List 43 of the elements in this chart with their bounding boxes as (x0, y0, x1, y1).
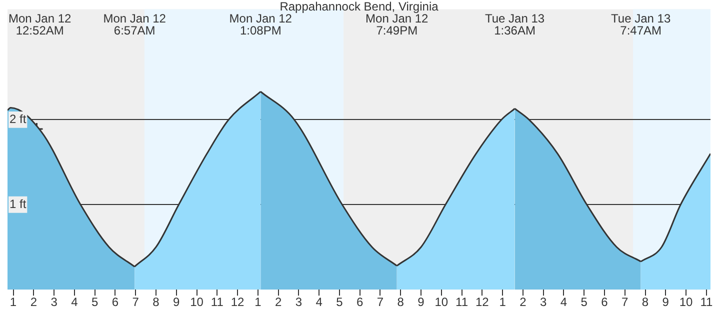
x-tick-label: 5 (336, 295, 344, 310)
x-tick-label: 3 (540, 295, 547, 310)
x-tick-label: 4 (560, 295, 568, 310)
chart-title: Rappahannock Bend, Virginia (280, 0, 439, 14)
x-tick-label: 2 (520, 295, 527, 310)
annotation: Mon Jan 12 1:08PM (229, 11, 292, 38)
x-tick-label: 6 (356, 295, 364, 310)
x-tick-label: 6 (112, 295, 119, 310)
x-tick-label: 8 (397, 295, 404, 310)
x-tick-label: 1 (10, 295, 17, 310)
annotation: Tue Jan 13 1:36AM (484, 11, 545, 38)
x-tick-label: 9 (418, 295, 425, 310)
x-tick-label: 4 (316, 295, 323, 310)
annotation: Tue Jan 13 7:47AM (611, 11, 671, 38)
x-tick-label: 2 (30, 295, 38, 310)
y-tick-label: 1 ft (10, 196, 27, 211)
x-tick-label: 12 (230, 295, 245, 310)
x-tick-label: 10 (434, 295, 448, 310)
x-tick-label: 3 (295, 295, 302, 310)
x-tick-label: 9 (662, 295, 670, 310)
x-tick-label: 11 (210, 295, 224, 310)
x-tick-label: 11 (456, 295, 468, 310)
x-tick-label: 4 (71, 295, 78, 310)
x-tick-label: 12 (475, 295, 490, 310)
x-tick-label: 5 (91, 295, 98, 310)
x-tick-label: 7 (376, 295, 384, 310)
annotation: Mon Jan 12 6:57AM (103, 11, 166, 38)
x-tick-label: 7 (132, 295, 140, 310)
x-tick-label: 1 (254, 295, 262, 310)
x-tick-label: 7 (622, 295, 629, 310)
x-tick-label: 10 (679, 295, 694, 310)
x-tick-label: 11 (700, 295, 713, 310)
x-tick-label: 9 (173, 295, 180, 310)
x-tick-label: 10 (190, 295, 204, 310)
x-tick-label: 3 (50, 295, 58, 310)
y-tick-label: 2 ft (10, 112, 27, 126)
x-tick-label: 8 (152, 295, 160, 310)
x-tick-label: 5 (580, 295, 588, 310)
annotation: Mon Jan 12 12:52AM (8, 11, 72, 38)
x-tick-label: 6 (601, 295, 608, 310)
x-tick-label: 2 (274, 295, 282, 310)
x-tick-label: 1 (499, 295, 506, 310)
x-tick-label: 8 (642, 295, 649, 310)
